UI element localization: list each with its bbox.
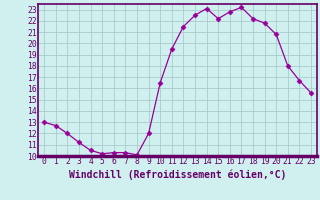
X-axis label: Windchill (Refroidissement éolien,°C): Windchill (Refroidissement éolien,°C) — [69, 169, 286, 180]
